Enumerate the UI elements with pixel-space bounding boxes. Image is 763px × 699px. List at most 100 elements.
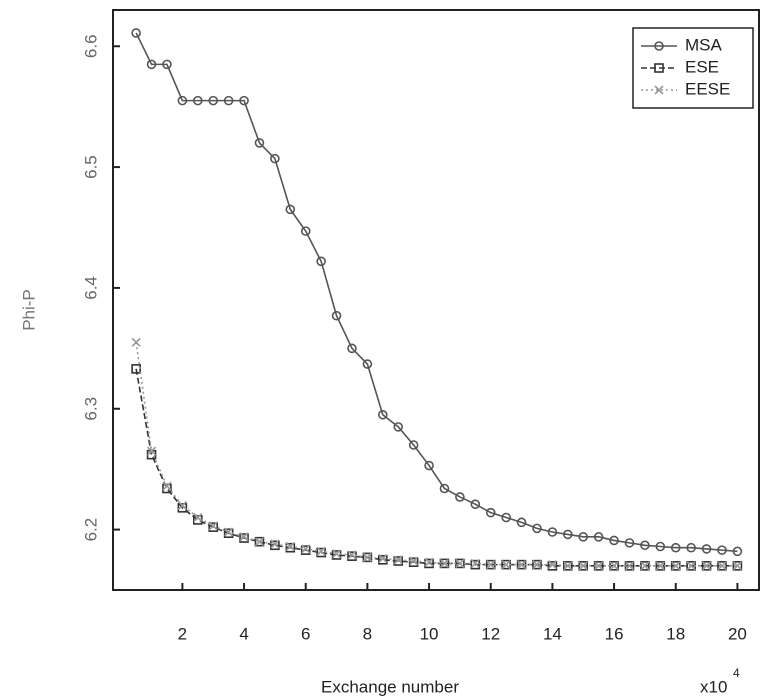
marker: [686, 561, 696, 571]
marker: [624, 538, 635, 548]
marker: [547, 527, 558, 537]
marker: [563, 529, 573, 540]
marker: [732, 546, 743, 557]
y-tick-label: 6.3: [81, 397, 100, 421]
marker: [686, 542, 696, 553]
marker: [409, 556, 419, 566]
legend-label: EESE: [685, 79, 730, 98]
marker: [701, 544, 712, 554]
marker: [563, 561, 573, 571]
marker: [609, 561, 619, 571]
marker: [501, 512, 511, 523]
marker: [239, 532, 249, 542]
marker: [424, 557, 434, 567]
series-line: [135, 32, 738, 553]
marker: [717, 545, 727, 555]
marker: [640, 540, 650, 551]
marker: [393, 422, 404, 432]
marker: [300, 545, 311, 555]
marker: [347, 550, 357, 560]
marker: [408, 440, 419, 450]
marker: [578, 561, 588, 571]
marker: [224, 527, 234, 537]
series-line: [135, 368, 738, 567]
marker: [547, 560, 557, 570]
marker: [254, 537, 265, 547]
marker: [470, 499, 481, 510]
y-tick-label: 6.4: [81, 276, 100, 300]
marker: [347, 343, 357, 354]
marker: [285, 542, 296, 553]
marker: [316, 256, 326, 267]
marker: [208, 521, 218, 531]
marker: [393, 555, 403, 565]
marker: [624, 561, 635, 571]
marker: [532, 523, 542, 534]
x-tick-label: 6: [301, 624, 310, 643]
marker: [393, 556, 404, 566]
x-multiplier: x10: [700, 677, 727, 696]
marker: [192, 95, 203, 106]
marker: [177, 95, 188, 106]
legend-marker: [654, 85, 664, 95]
marker: [486, 560, 496, 570]
marker: [285, 204, 296, 215]
marker: [470, 559, 481, 570]
marker: [640, 561, 650, 571]
marker: [670, 542, 681, 553]
x-tick-label: 4: [239, 624, 248, 643]
marker: [732, 561, 742, 571]
y-tick-label: 6.6: [81, 34, 100, 58]
x-tick-label: 8: [363, 624, 372, 643]
marker: [254, 138, 265, 148]
marker: [470, 558, 480, 568]
marker: [485, 507, 496, 518]
marker: [146, 59, 157, 70]
y-axis-label: Phi-P: [19, 289, 38, 331]
marker: [378, 409, 388, 420]
plot-frame: [112, 9, 760, 591]
marker: [146, 446, 157, 456]
marker: [162, 59, 172, 70]
marker: [316, 546, 326, 556]
marker: [455, 492, 465, 502]
marker: [532, 560, 542, 570]
marker: [655, 541, 666, 552]
x-tick-label: 10: [420, 624, 439, 643]
marker: [331, 549, 342, 559]
marker: [671, 561, 681, 571]
marker: [331, 310, 342, 321]
marker: [408, 557, 419, 568]
marker: [301, 544, 311, 554]
marker: [331, 550, 342, 560]
marker: [192, 515, 203, 525]
marker: [439, 483, 450, 494]
x-tick-label: 18: [666, 624, 685, 643]
marker: [223, 95, 234, 106]
marker: [732, 561, 743, 571]
marker: [131, 28, 141, 38]
legend-marker: [654, 63, 664, 73]
marker: [378, 554, 388, 564]
x-tick-label: 12: [481, 624, 500, 643]
legend-marker: [654, 41, 664, 51]
marker: [424, 460, 434, 471]
marker: [594, 561, 604, 571]
x-tick-label: 2: [178, 624, 187, 643]
marker: [254, 536, 265, 547]
marker: [717, 561, 727, 571]
legend-label: MSA: [685, 35, 723, 54]
y-tick-label: 6.2: [81, 518, 100, 542]
marker: [270, 153, 280, 164]
legend: MSA ESE EESE: [632, 27, 754, 109]
marker: [362, 359, 373, 369]
marker: [270, 540, 280, 551]
marker: [177, 503, 188, 513]
marker: [424, 558, 434, 569]
marker: [300, 226, 311, 236]
marker: [239, 95, 249, 106]
marker: [285, 541, 295, 552]
y-tick-label: 6.5: [81, 155, 100, 179]
marker: [455, 558, 465, 568]
marker: [208, 522, 219, 532]
